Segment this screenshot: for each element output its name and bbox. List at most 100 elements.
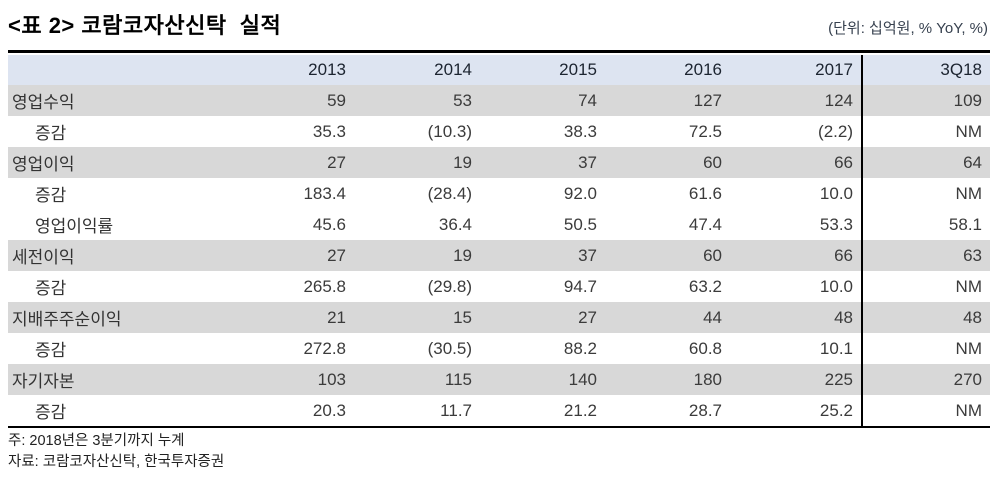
- cell-value: 64: [861, 147, 990, 178]
- cell-value: 88.2: [563, 338, 597, 358]
- table-body: 영업수익 59 53 74 127 124 109 증감 35.3 (10.3) 38.3 72.5 (…: [8, 85, 990, 426]
- cell-value: 47.4: [688, 214, 722, 234]
- cell-value: (30.5): [427, 338, 472, 358]
- cell-value: 225: [730, 364, 862, 395]
- table-row: 세전이익 27 19 37 60 66 63: [8, 240, 990, 271]
- cell-value: 103: [242, 364, 354, 395]
- cell-value: NM: [861, 178, 990, 209]
- row-label: 영업이익률: [35, 217, 114, 236]
- cell-value: NM: [861, 395, 990, 426]
- cell-value: 10.0: [819, 183, 853, 203]
- column-header-2013: 2013: [242, 55, 354, 85]
- table-notes: 주: 2018년은 3분기까지 누계 자료: 코람코자산신탁, 한국투자증권: [8, 431, 990, 473]
- cell-value: 127: [605, 85, 730, 116]
- cell-value: 53.3: [819, 214, 853, 234]
- cell-value: 21: [242, 302, 354, 333]
- row-label: 영업수익: [8, 85, 242, 116]
- unit-label: (단위: 십억원, % YoY, %): [828, 20, 988, 37]
- cell-value: 15: [354, 302, 480, 333]
- cell-value: NM: [861, 116, 990, 147]
- cell-value: 19: [354, 240, 480, 271]
- cell-value: 265.8: [303, 276, 346, 296]
- cell-value: 35.3: [312, 121, 346, 141]
- column-header-2017: 2017: [730, 55, 862, 85]
- cell-value: 37: [480, 240, 605, 271]
- table-head: 2013 2014 2015 2016 2017 3Q18: [8, 55, 990, 85]
- row-label: 증감: [35, 186, 67, 205]
- cell-value: 60: [605, 240, 730, 271]
- cell-value: 27: [242, 240, 354, 271]
- cell-value: 44: [605, 302, 730, 333]
- cell-value: 74: [480, 85, 605, 116]
- row-label: 증감: [35, 279, 67, 298]
- row-label: 세전이익: [8, 240, 242, 271]
- table-row: 영업이익 27 19 37 60 66 64: [8, 147, 990, 178]
- cell-value: 11.7: [440, 400, 472, 420]
- cell-value: (28.4): [427, 183, 472, 203]
- cell-value: 60: [605, 147, 730, 178]
- cell-value: 115: [354, 364, 480, 395]
- cell-value: (10.3): [427, 121, 472, 141]
- table-row: 영업이익률 45.6 36.4 50.5 47.4 53.3 58.1: [8, 209, 990, 240]
- cell-value: 109: [861, 85, 990, 116]
- cell-value: 72.5: [688, 121, 722, 141]
- table-row: 증감 265.8 (29.8) 94.7 63.2 10.0 NM: [8, 271, 990, 302]
- cell-value: 66: [730, 147, 862, 178]
- table-row: 증감 183.4 (28.4) 92.0 61.6 10.0 NM: [8, 178, 990, 209]
- cell-value: 272.8: [303, 338, 346, 358]
- cell-value: 27: [480, 302, 605, 333]
- column-header-2016: 2016: [605, 55, 730, 85]
- cell-value: 21.2: [563, 400, 597, 420]
- row-label: 증감: [35, 341, 67, 360]
- table-row: 증감 20.3 11.7 21.2 28.7 25.2 NM: [8, 395, 990, 426]
- cell-value: 45.6: [312, 214, 346, 234]
- cell-value: 48: [730, 302, 862, 333]
- cell-value: (2.2): [818, 121, 853, 141]
- cell-value: 270: [861, 364, 990, 395]
- column-header-3q18: 3Q18: [861, 55, 990, 85]
- table-row: 지배주주순이익 21 15 27 44 48 48: [8, 302, 990, 333]
- cell-value: 50.5: [563, 214, 597, 234]
- cell-value: 183.4: [303, 183, 346, 203]
- footnote: 주: 2018년은 3분기까지 누계: [8, 433, 185, 449]
- row-label: 지배주주순이익: [8, 302, 242, 333]
- table-title: <표 2> 코람코자산신탁 실적: [8, 13, 282, 38]
- cell-value: 10.1: [819, 338, 853, 358]
- table-row: 증감 272.8 (30.5) 88.2 60.8 10.1 NM: [8, 333, 990, 364]
- cell-value: 61.6: [688, 183, 722, 203]
- cell-value: 10.0: [819, 276, 853, 296]
- financial-table-wrapper: 2013 2014 2015 2016 2017 3Q18 영업수익 59 53 74…: [8, 50, 990, 428]
- cell-value: 180: [605, 364, 730, 395]
- financial-table: 2013 2014 2015 2016 2017 3Q18 영업수익 59 53 74…: [8, 55, 990, 426]
- cell-value: 37: [480, 147, 605, 178]
- row-label: 영업이익: [8, 147, 242, 178]
- row-label: 자기자본: [8, 364, 242, 395]
- cell-value: 25.2: [819, 400, 853, 420]
- source-note: 자료: 코람코자산신탁, 한국투자증권: [8, 454, 225, 470]
- column-header-2014: 2014: [354, 55, 480, 85]
- table-header: <표 2> 코람코자산신탁 실적 (단위: 십억원, % YoY, %): [0, 0, 1000, 50]
- cell-value: 92.0: [563, 183, 597, 203]
- cell-value: NM: [861, 333, 990, 364]
- cell-value: 66: [730, 240, 862, 271]
- cell-value: 58.1: [861, 209, 990, 240]
- column-header-2015: 2015: [480, 55, 605, 85]
- cell-value: 20.3: [312, 400, 346, 420]
- column-header-blank: [8, 55, 242, 85]
- table-row: 자기자본 103 115 140 180 225 270: [8, 364, 990, 395]
- table-row: 영업수익 59 53 74 127 124 109: [8, 85, 990, 116]
- cell-value: 53: [354, 85, 480, 116]
- cell-value: NM: [861, 271, 990, 302]
- cell-value: 36.4: [438, 214, 472, 234]
- cell-value: 28.7: [688, 400, 722, 420]
- cell-value: 27: [242, 147, 354, 178]
- cell-value: 59: [242, 85, 354, 116]
- cell-value: 48: [861, 302, 990, 333]
- cell-value: 60.8: [688, 338, 722, 358]
- cell-value: 63.2: [688, 276, 722, 296]
- table-row: 증감 35.3 (10.3) 38.3 72.5 (2.2) NM: [8, 116, 990, 147]
- column-header-row: 2013 2014 2015 2016 2017 3Q18: [8, 55, 990, 85]
- cell-value: 94.7: [563, 276, 597, 296]
- cell-value: 124: [730, 85, 862, 116]
